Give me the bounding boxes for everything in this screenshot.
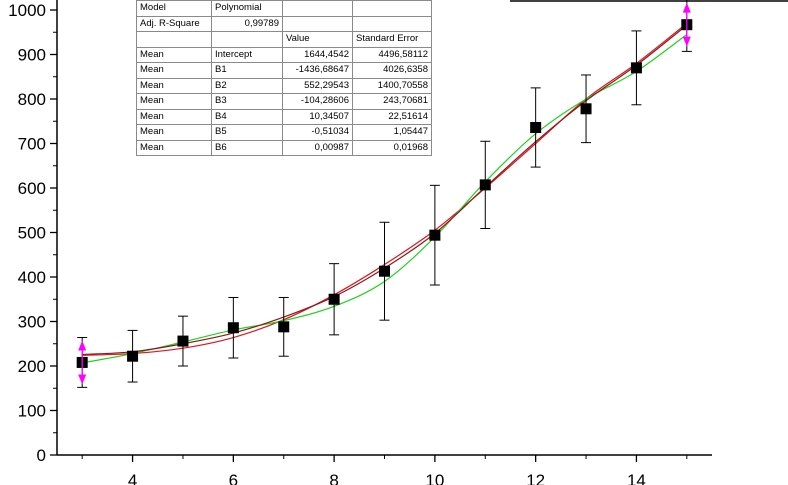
table-cell: -1436,68647 <box>282 62 353 79</box>
table-cell: B1 <box>211 62 283 79</box>
data-point <box>227 322 239 334</box>
table-cell <box>282 15 353 32</box>
data-point <box>328 293 340 305</box>
data-point <box>278 321 290 333</box>
table-cell: 1,05447 <box>352 124 432 141</box>
range-marker-arrow-down <box>78 374 87 385</box>
table-cell: 0,99789 <box>211 15 283 32</box>
range-marker-arrow-up <box>78 340 87 351</box>
range-marker-arrow-up <box>682 2 691 13</box>
fit-parameters-table: Model Polynomial Adj. R-Square 0,99789 Value… <box>136 0 432 156</box>
table-row: Adj. R-Square 0,99789 <box>136 15 432 32</box>
table-row: Mean Intercept 1644,4542 4496,58112 <box>136 46 432 63</box>
table-cell: B4 <box>211 108 283 125</box>
table-cell: Polynomial <box>211 0 283 17</box>
y-tick-label: 100 <box>18 402 46 421</box>
y-tick-label: 900 <box>18 46 46 65</box>
table-cell: 552,29543 <box>282 77 353 94</box>
table-cell: 10,34507 <box>282 108 353 125</box>
y-tick-label: 600 <box>18 179 46 198</box>
table-cell: -0,51034 <box>282 124 353 141</box>
table-cell: Mean <box>136 46 212 63</box>
table-row: Mean B2 552,29543 1400,70558 <box>136 77 432 94</box>
x-tick-label: 12 <box>526 471 545 485</box>
table-cell: 1644,4542 <box>282 46 353 63</box>
table-cell: Adj. R-Square <box>136 15 212 32</box>
table-cell: B3 <box>211 93 283 110</box>
table-row: Value Standard Error <box>136 31 432 48</box>
table-row: Model Polynomial <box>136 0 432 17</box>
data-point <box>530 121 542 133</box>
data-point <box>479 179 491 191</box>
table-cell: 22,51614 <box>352 108 432 125</box>
x-tick-label: 14 <box>627 471 646 485</box>
table-cell: 4026,6358 <box>352 62 432 79</box>
table-cell <box>211 31 283 48</box>
x-tick-label: 4 <box>128 471 137 485</box>
axes: 0 100 200 300 400 500 600 700 800 900 1000 4 6 8 10 12 1… <box>8 0 712 485</box>
table-cell: B6 <box>211 139 283 156</box>
table-cell: 1400,70558 <box>352 77 432 94</box>
table-cell: 0,01968 <box>352 139 432 156</box>
table-cell: B5 <box>211 124 283 141</box>
y-tick-label: 200 <box>18 357 46 376</box>
y-tick-label: 700 <box>18 135 46 154</box>
data-point <box>127 350 139 362</box>
table-row: Mean B1 -1436,68647 4026,6358 <box>136 62 432 79</box>
y-tick-label: 300 <box>18 313 46 332</box>
table-cell: B2 <box>211 77 283 94</box>
table-cell: -104,28606 <box>282 93 353 110</box>
table-cell <box>352 15 432 32</box>
table-row: Mean B3 -104,28606 243,70681 <box>136 93 432 110</box>
table-cell: Value <box>282 31 353 48</box>
x-tick-label: 6 <box>229 471 238 485</box>
table-row: Mean B4 10,34507 22,51614 <box>136 108 432 125</box>
table-cell: 0,00987 <box>282 139 353 156</box>
range-marker-arrow-down <box>682 36 691 47</box>
table-row: Mean B6 0,00987 0,01968 <box>136 139 432 156</box>
x-tick-label: 10 <box>425 471 444 485</box>
y-tick-label: 0 <box>37 446 46 465</box>
table-cell: 4496,58112 <box>352 46 432 63</box>
table-cell: Standard Error <box>352 31 432 48</box>
data-point <box>630 62 642 74</box>
table-cell: Mean <box>136 124 212 141</box>
table-cell: Model <box>136 0 212 17</box>
y-tick-label: 800 <box>18 90 46 109</box>
table-cell: Mean <box>136 62 212 79</box>
table-cell: Mean <box>136 139 212 156</box>
x-tick-label: 8 <box>329 471 338 485</box>
table-cell: Mean <box>136 77 212 94</box>
data-point <box>379 265 390 277</box>
y-tick-label: 500 <box>18 224 46 243</box>
range-markers <box>78 2 691 385</box>
data-point <box>429 229 441 241</box>
data-point <box>177 335 189 347</box>
table-cell: Intercept <box>211 46 283 63</box>
y-tick-label: 1000 <box>8 1 46 20</box>
table-row: Mean B5 -0,51034 1,05447 <box>136 124 432 141</box>
table-cell <box>352 0 432 17</box>
table-cell: Mean <box>136 108 212 125</box>
table-cell <box>136 31 212 48</box>
y-tick-label: 400 <box>18 268 46 287</box>
table-cell: 243,70681 <box>352 93 432 110</box>
table-cell: Mean <box>136 93 212 110</box>
table-cell <box>282 0 353 17</box>
data-point <box>580 103 592 115</box>
